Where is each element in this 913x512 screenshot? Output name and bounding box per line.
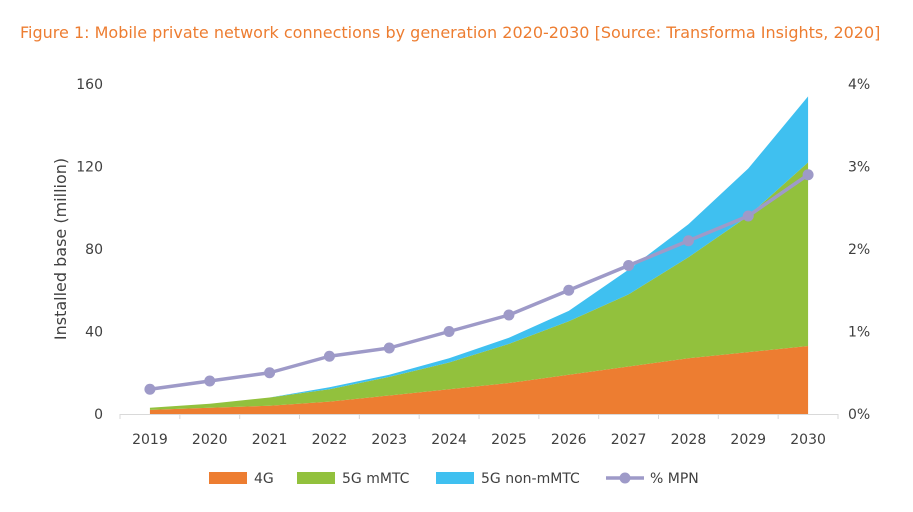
y2-tick-label: 2% xyxy=(848,242,870,258)
legend-label: % MPN xyxy=(650,471,699,487)
mpn-point xyxy=(742,210,754,222)
mpn-point xyxy=(443,326,455,337)
x-axis-ticks: 2019 2020 2021 2022 2023 2024 2025 2026 2027 2028… xyxy=(132,432,826,448)
legend-swatch xyxy=(436,472,474,484)
legend-label: 4G xyxy=(254,471,274,487)
chart-title: Figure 1: Mobile private network connect… xyxy=(20,23,881,42)
mpn-point xyxy=(264,367,276,379)
y-tick-label: 40 xyxy=(85,325,103,341)
legend-swatch xyxy=(209,472,247,484)
x-tick-label: 2020 xyxy=(192,432,228,448)
x-tick-label: 2028 xyxy=(671,432,707,448)
x-tick-label: 2030 xyxy=(790,432,826,448)
x-tick-label: 2019 xyxy=(132,432,168,448)
x-tick-label: 2023 xyxy=(371,432,407,448)
x-tick-label: 2024 xyxy=(431,432,467,448)
y2-axis-ticks: 0% 1% 2% 3% 4% xyxy=(848,77,870,423)
area-4g xyxy=(149,345,809,414)
legend-label: 5G mMTC xyxy=(342,471,410,487)
mpn-point xyxy=(503,309,515,321)
area-5g-non-mmtc xyxy=(149,96,809,408)
line-layer xyxy=(144,169,814,395)
y2-tick-label: 3% xyxy=(848,160,870,176)
mpn-point xyxy=(563,284,575,296)
y-tick-label: 120 xyxy=(76,160,103,176)
legend-marker xyxy=(619,472,631,484)
x-tick-label: 2029 xyxy=(730,432,766,448)
area-layer xyxy=(149,96,809,414)
x-tick-label: 2025 xyxy=(491,432,527,448)
legend-swatch xyxy=(297,472,335,484)
x-tick-marks xyxy=(119,414,839,419)
y-tick-label: 0 xyxy=(94,407,103,423)
y-tick-label: 160 xyxy=(76,77,103,93)
y2-tick-label: 1% xyxy=(848,325,870,341)
x-tick-label: 2022 xyxy=(312,432,348,448)
y2-tick-label: 4% xyxy=(848,77,870,93)
legend: 4G 5G mMTC 5G non-mMTC % MPN xyxy=(209,471,699,487)
mpn-point xyxy=(204,375,216,387)
mpn-point xyxy=(383,342,395,354)
y-axis-ticks: 0 40 80 120 160 xyxy=(76,77,103,423)
x-tick-label: 2027 xyxy=(611,432,647,448)
line-mpn xyxy=(149,173,810,391)
x-tick-label: 2026 xyxy=(551,432,587,448)
legend-label: 5G non-mMTC xyxy=(481,471,580,487)
mpn-point xyxy=(144,383,156,395)
mpn-point xyxy=(323,350,335,362)
x-tick-label: 2021 xyxy=(252,432,288,448)
mpn-point xyxy=(802,169,814,181)
y-axis-label: Installed base (million) xyxy=(51,158,70,340)
y2-tick-label: 0% xyxy=(848,407,870,423)
area-5g-mmtc xyxy=(149,162,809,410)
mpn-point xyxy=(623,260,635,271)
mpn-point xyxy=(682,235,694,247)
y-tick-label: 80 xyxy=(85,242,103,258)
